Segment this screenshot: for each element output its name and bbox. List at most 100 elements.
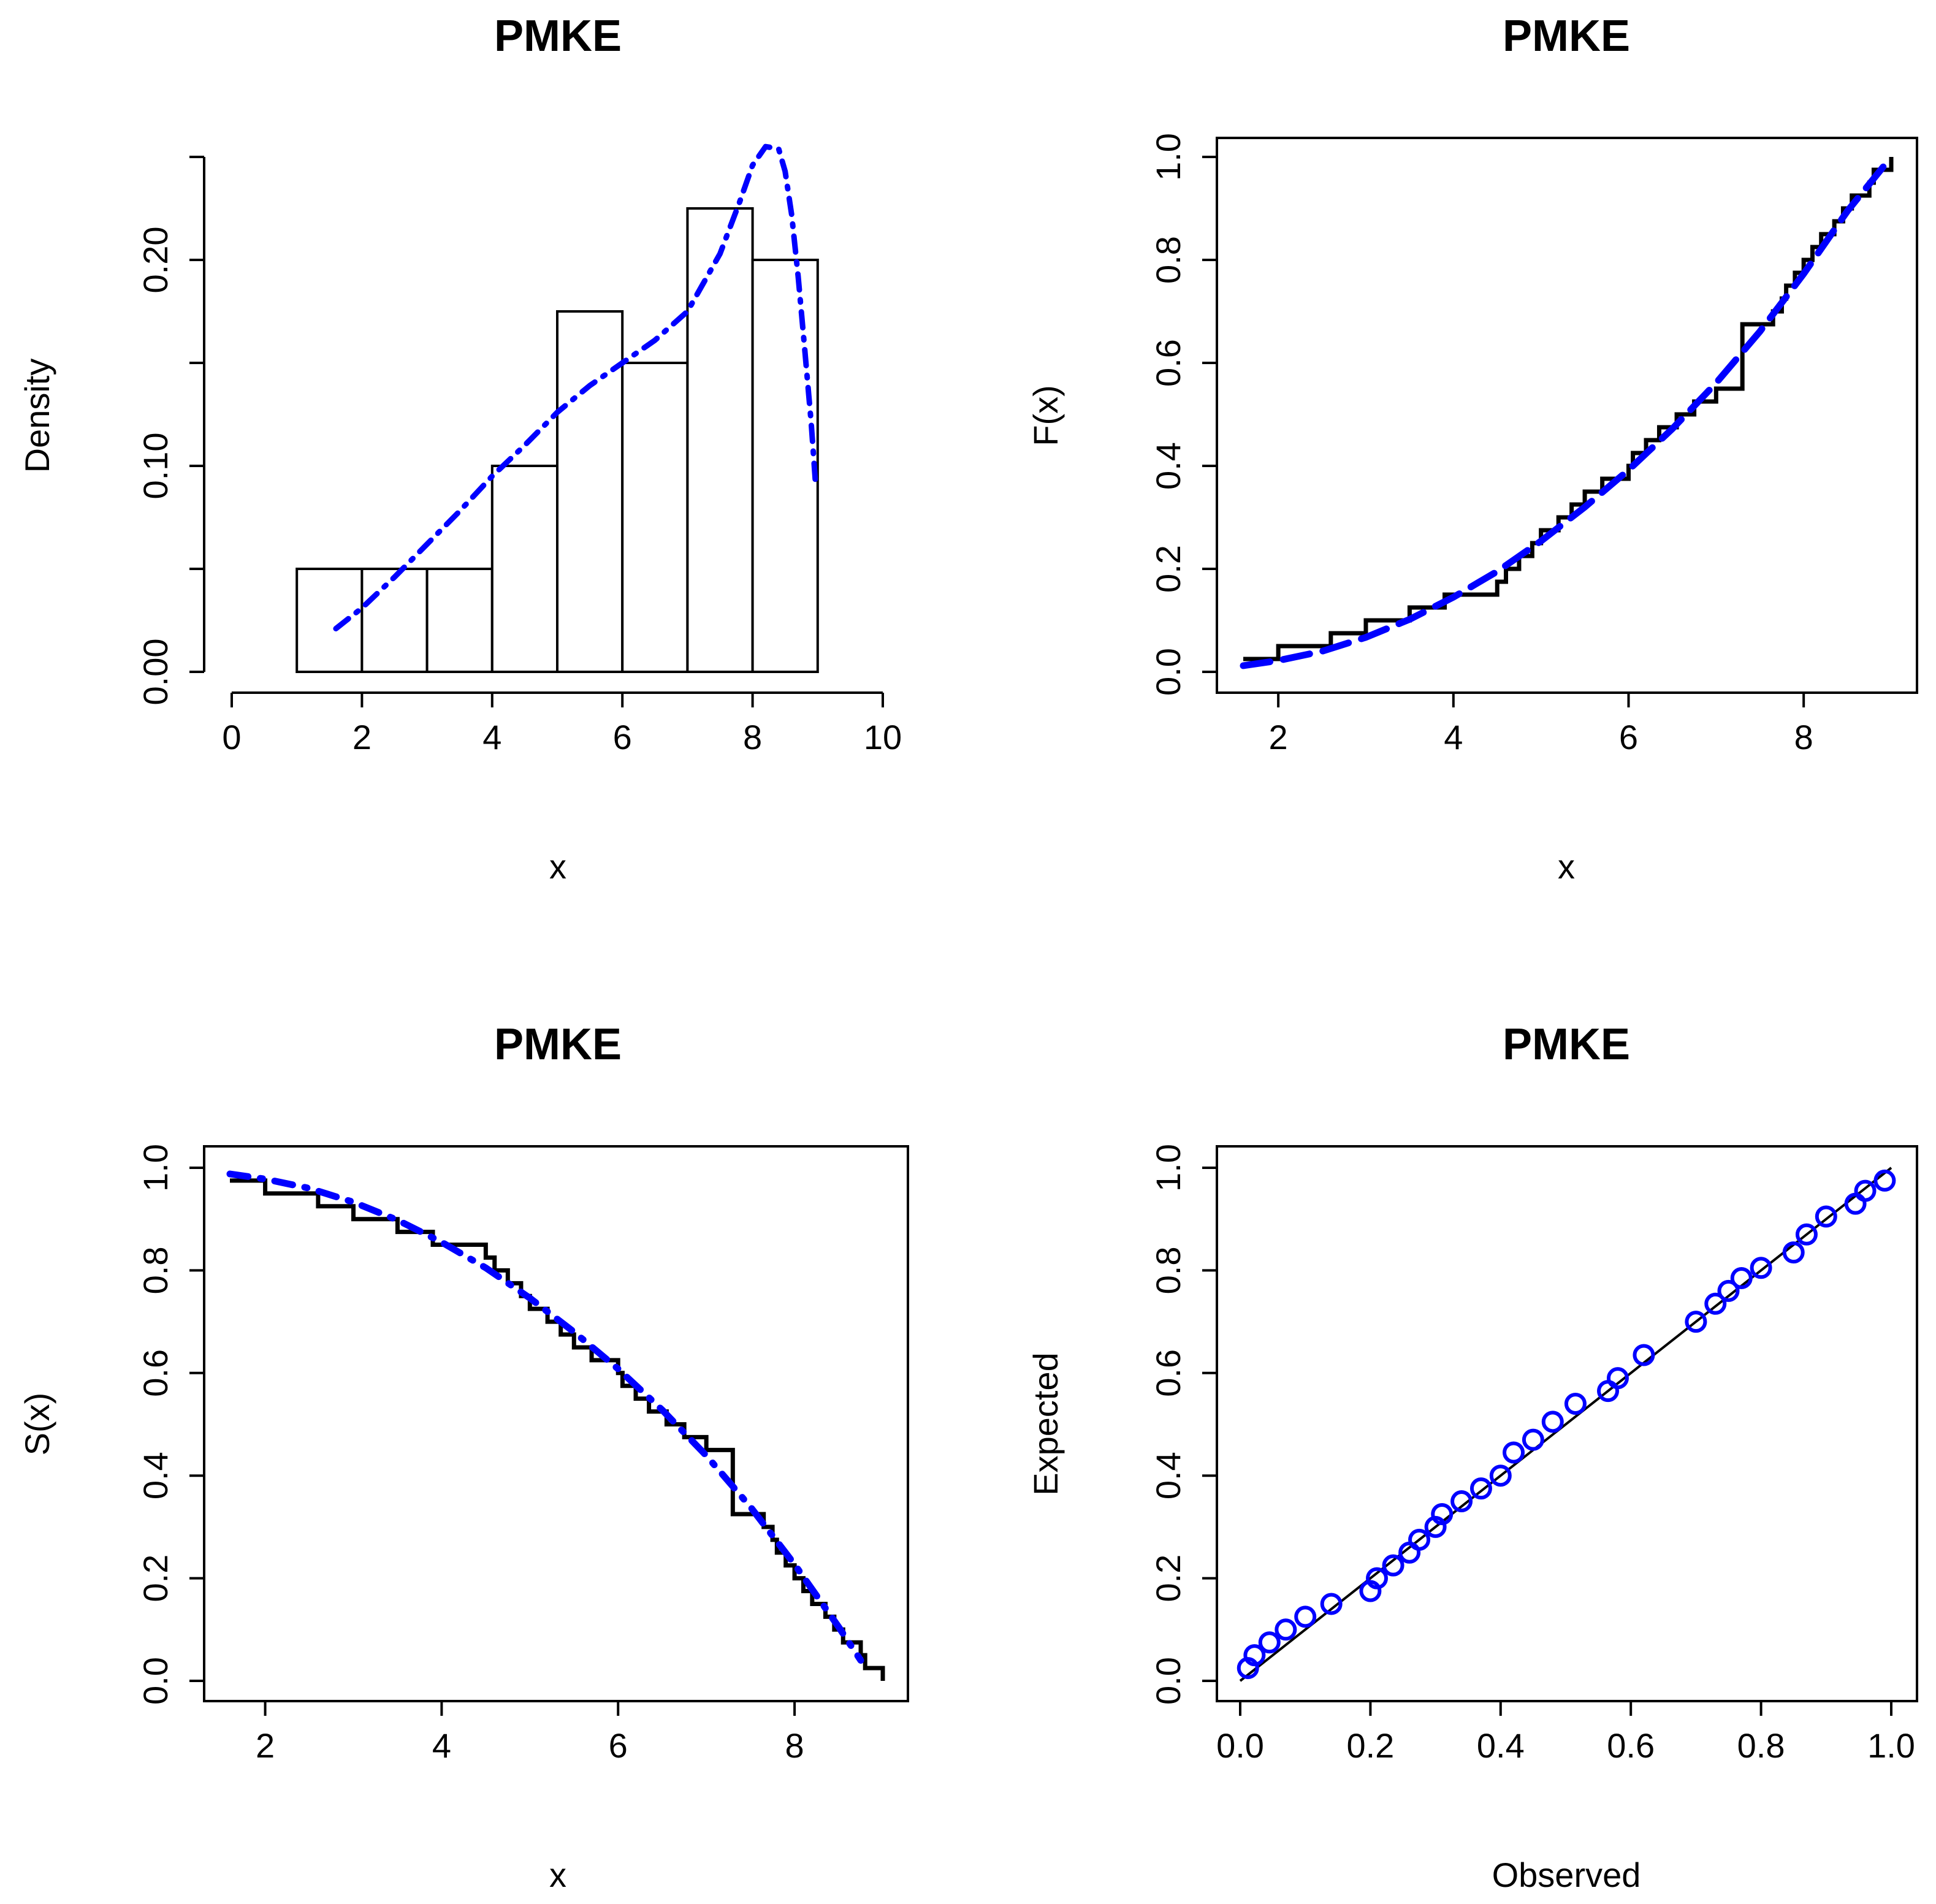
data-point	[1750, 1257, 1772, 1279]
y-tick-label: 0.2	[136, 1555, 175, 1602]
x-tick-label: 10	[864, 718, 902, 756]
x-tick-label: 6	[1619, 718, 1638, 756]
data-point	[1564, 1393, 1587, 1415]
plot-frame	[1216, 137, 1918, 694]
x-tick-label: 0	[222, 718, 241, 756]
x-tick-label: 2	[256, 1726, 275, 1765]
y-axis-label: F(x)	[1026, 385, 1065, 446]
y-tick-label: 0.2	[1149, 545, 1187, 593]
observed-expected-points	[1237, 1169, 1896, 1680]
panel-title: PMKE	[494, 1020, 622, 1069]
data-point	[1469, 1477, 1492, 1500]
data-point	[1294, 1605, 1317, 1628]
data-point	[1795, 1223, 1818, 1246]
y-tick-label: 0.6	[136, 1349, 175, 1397]
data-point	[1541, 1411, 1564, 1433]
histogram-bar	[621, 362, 689, 673]
data-point	[1854, 1179, 1877, 1202]
data-point	[1717, 1279, 1740, 1302]
x-tick-label: 8	[1794, 718, 1813, 756]
y-tick-label: 0.6	[1149, 1349, 1187, 1397]
histogram-bars	[295, 207, 819, 673]
fitted-survival-curve	[226, 1170, 864, 1664]
fitted-density-curve	[333, 143, 819, 631]
axes: 0.0 0.2 0.4 0.6 0.8 1.0 0.0 0.2 0.4 0.6 0.8 1.0	[1149, 1144, 1915, 1765]
x-tick-label: 8	[743, 718, 762, 756]
histogram-bar	[556, 310, 624, 673]
empirical-cdf-step	[1243, 157, 1894, 661]
histogram-bar	[686, 207, 754, 673]
histogram-bar	[490, 465, 558, 673]
histogram-bar	[425, 568, 494, 673]
data-point	[1522, 1428, 1544, 1451]
data-point	[1685, 1311, 1707, 1333]
axes: 2 4 6 8 0.0 0.2 0.4 0.6 0.8 1.0	[136, 1144, 804, 1765]
y-tick-label: 1.0	[136, 1144, 175, 1192]
empirical-survival-step	[230, 1178, 885, 1681]
histogram-bar	[751, 259, 819, 673]
x-tick-label: 0.8	[1737, 1726, 1785, 1765]
axes: 2 4 6 8 0.0 0.2 0.4 0.6 0.8 1.0	[1149, 133, 1813, 756]
data-point	[1382, 1554, 1404, 1577]
data-point	[1633, 1344, 1655, 1366]
data-point	[1431, 1502, 1454, 1525]
x-axis-label: Observed	[1492, 1856, 1641, 1894]
x-tick-label: 4	[482, 718, 501, 756]
panel-title: PMKE	[1503, 1020, 1630, 1069]
panel-pp-plot: PMKE Observed Expected 0.0 0.2 0.4 0.6 0.8 1.…	[1026, 1020, 1918, 1894]
data-point	[1489, 1464, 1512, 1487]
histogram-bar	[360, 568, 429, 673]
x-tick-label: 8	[785, 1726, 804, 1765]
y-tick-label: 0.0	[1149, 1657, 1187, 1705]
data-point	[1450, 1490, 1473, 1513]
y-tick-label: 0.8	[136, 1246, 175, 1294]
data-point	[1320, 1593, 1343, 1615]
y-tick-label: 0.2	[1149, 1555, 1187, 1602]
y-tick-label: 0.4	[1149, 1452, 1187, 1499]
y-tick-label: 0.6	[1149, 339, 1187, 387]
data-point	[1275, 1618, 1297, 1641]
y-tick-label: 0.4	[136, 1452, 175, 1499]
y-tick-label: 0.10	[136, 433, 175, 500]
y-tick-label: 0.0	[136, 1657, 175, 1705]
x-tick-label: 4	[432, 1726, 451, 1765]
y-tick-label: 0.4	[1149, 442, 1187, 490]
x-tick-label: 6	[613, 718, 632, 756]
x-tick-label: 0.6	[1607, 1726, 1655, 1765]
data-point	[1243, 1644, 1266, 1667]
panel-density-histogram: PMKE x Density 0 2 4 6 8 10 0.00 0.10 0.20	[18, 12, 902, 886]
x-tick-label: 2	[353, 718, 372, 756]
x-tick-label: 2	[1269, 718, 1288, 756]
x-tick-label: 0.2	[1346, 1726, 1394, 1765]
y-tick-label: 1.0	[1149, 1144, 1187, 1192]
plot-frame	[203, 1145, 909, 1702]
y-tick-label: 0.8	[1149, 236, 1187, 284]
x-tick-label: 0.4	[1477, 1726, 1525, 1765]
y-tick-label: 0.8	[1149, 1246, 1187, 1294]
data-point	[1366, 1567, 1389, 1590]
data-point	[1730, 1266, 1753, 1289]
panel-title: PMKE	[494, 12, 622, 61]
x-tick-label: 6	[609, 1726, 628, 1765]
axes: 0 2 4 6 8 10 0.00 0.10 0.20	[136, 156, 902, 756]
y-axis-label: Expected	[1026, 1352, 1065, 1496]
x-axis-label: x	[1558, 847, 1575, 886]
panel-survival: PMKE x S(x) 2 4 6 8 0.0 0.2 0.4 0.6 0.8 1.0	[18, 1020, 909, 1894]
data-point	[1704, 1292, 1727, 1315]
panel-cdf: PMKE x F(x) 2 4 6 8 0.0 0.2 0.4 0.6 0.8 1.0	[1026, 12, 1918, 886]
data-point	[1606, 1367, 1629, 1390]
data-point	[1258, 1631, 1281, 1654]
y-tick-label: 0.20	[136, 227, 175, 294]
y-tick-label: 0.00	[136, 639, 175, 706]
histogram-bar	[295, 568, 364, 673]
data-point	[1815, 1205, 1837, 1228]
x-tick-label: 1.0	[1867, 1726, 1915, 1765]
data-point	[1408, 1528, 1431, 1551]
y-tick-label: 1.0	[1149, 133, 1187, 181]
x-tick-label: 0.0	[1216, 1726, 1264, 1765]
x-tick-label: 4	[1444, 718, 1463, 756]
y-tick-label: 0.0	[1149, 648, 1187, 696]
data-point	[1782, 1241, 1805, 1264]
x-axis-label: x	[549, 847, 566, 886]
